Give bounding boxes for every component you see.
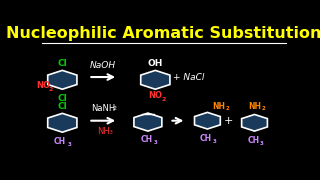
Polygon shape [242, 114, 268, 131]
Text: NO: NO [37, 81, 51, 90]
Text: +: + [224, 116, 233, 126]
Polygon shape [134, 113, 162, 131]
Text: Cl: Cl [58, 59, 67, 68]
Text: 2: 2 [162, 97, 166, 102]
Text: 3: 3 [154, 140, 158, 145]
Text: 3: 3 [213, 139, 217, 144]
Text: CH: CH [247, 136, 259, 145]
Text: + NaCl: + NaCl [173, 73, 204, 82]
Text: 2: 2 [113, 106, 117, 111]
Text: 3: 3 [260, 141, 264, 146]
Polygon shape [195, 112, 220, 129]
Text: NO: NO [148, 91, 162, 100]
Text: NaOH: NaOH [90, 61, 116, 70]
Text: NH: NH [248, 102, 261, 111]
Text: 2: 2 [49, 87, 53, 92]
Text: 3: 3 [109, 130, 113, 135]
Text: NH: NH [212, 102, 225, 111]
Text: OH: OH [148, 59, 163, 68]
Text: CH: CH [200, 134, 212, 143]
Polygon shape [141, 70, 170, 89]
Text: NH: NH [97, 127, 110, 136]
Polygon shape [48, 113, 77, 132]
Text: Nucleophilic Aromatic Substitution: Nucleophilic Aromatic Substitution [6, 26, 320, 41]
Text: 2: 2 [226, 106, 230, 111]
Polygon shape [48, 70, 77, 89]
Text: CH: CH [140, 135, 153, 144]
Text: NaNH: NaNH [91, 104, 116, 113]
Text: CH: CH [54, 137, 66, 146]
Text: 2: 2 [262, 106, 266, 111]
Text: 3: 3 [68, 142, 72, 147]
Text: Cl: Cl [58, 94, 67, 103]
Text: Cl: Cl [58, 102, 67, 111]
